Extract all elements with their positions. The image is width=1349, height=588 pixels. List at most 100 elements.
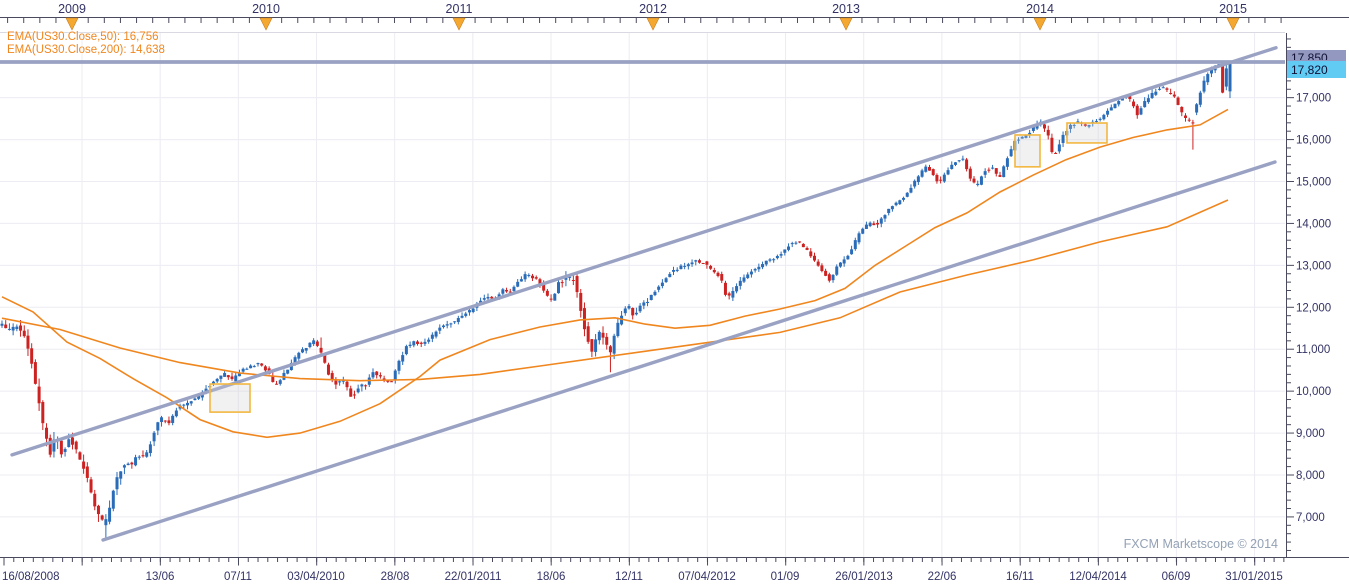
candle-up xyxy=(1113,103,1117,109)
candle-down xyxy=(816,259,820,267)
date-label: 18/06 xyxy=(537,571,566,583)
candle-up xyxy=(434,330,438,339)
year-marker-triangle xyxy=(1226,17,1240,31)
year-label: 2015 xyxy=(1219,2,1247,16)
candle-up xyxy=(134,454,138,467)
candle-up xyxy=(148,441,152,457)
candle-up xyxy=(52,431,56,458)
candle-up xyxy=(460,312,464,319)
candle-up xyxy=(156,421,160,436)
candle-up xyxy=(401,351,405,365)
candle-up xyxy=(835,264,839,277)
candle-up xyxy=(453,321,457,325)
date-label: 07/11 xyxy=(224,571,252,583)
candle-up xyxy=(757,263,761,272)
year-marker-triangle xyxy=(65,17,79,31)
candle-up xyxy=(664,277,668,283)
candle-down xyxy=(812,252,816,262)
candle-down xyxy=(141,450,145,458)
candle-down xyxy=(716,271,720,278)
candle-up xyxy=(1005,156,1009,170)
year-marker-triangle xyxy=(839,17,853,31)
candle-up xyxy=(1102,113,1106,121)
candle-up xyxy=(249,364,253,369)
year-label: 2009 xyxy=(58,2,86,16)
candle-down xyxy=(575,271,579,298)
candle-up xyxy=(657,285,661,293)
candle-up xyxy=(122,464,126,475)
candle-up xyxy=(946,167,950,176)
candle-up xyxy=(1228,62,1232,99)
ema200-legend[interactable]: EMA(US30.Close,200): 14,638 xyxy=(7,44,165,56)
candle-up xyxy=(1154,88,1158,97)
candle-up xyxy=(898,199,902,205)
ema50-legend[interactable]: EMA(US30.Close,50): 16,756 xyxy=(7,31,159,43)
candle-down xyxy=(96,504,100,522)
candle-up xyxy=(182,403,186,409)
candle-up xyxy=(764,260,768,267)
candle-up xyxy=(160,415,164,427)
candle-up xyxy=(831,274,835,283)
candle-up xyxy=(438,324,442,335)
candle-down xyxy=(93,489,97,511)
candle-up xyxy=(794,241,798,245)
candle-down xyxy=(998,171,1002,177)
candle-up xyxy=(890,205,894,212)
price-label: 10,000 xyxy=(1296,386,1331,398)
candle-up xyxy=(857,231,861,245)
candle-down xyxy=(85,462,89,483)
price-label: 7,000 xyxy=(1296,512,1325,524)
candle-up xyxy=(297,351,301,362)
candle-up xyxy=(694,259,698,266)
channel-upper-line[interactable] xyxy=(10,46,1278,457)
candle-down xyxy=(33,359,37,385)
candle-up xyxy=(189,400,193,406)
candle-up xyxy=(360,383,364,392)
highlight-box[interactable] xyxy=(1066,122,1108,144)
candle-up xyxy=(594,334,598,357)
top-time-axis[interactable]: 2009 2010 2011 2012 2013 2014 2015 xyxy=(0,2,1349,31)
candle-up xyxy=(779,251,783,259)
candle-down xyxy=(965,157,969,172)
candle-up xyxy=(731,287,735,302)
price-axis[interactable]: 17,000 16,000 15,000 14,000 13,000 12,000 11,0… xyxy=(1286,33,1332,558)
candle-up xyxy=(408,341,412,348)
highlight-box[interactable] xyxy=(1014,134,1041,168)
candle-up xyxy=(1195,103,1199,116)
candle-up xyxy=(174,407,178,418)
date-label: 13/06 xyxy=(146,571,175,583)
candle-up xyxy=(790,241,794,248)
candle-up xyxy=(620,311,624,326)
channel-lower-line[interactable] xyxy=(101,160,1277,542)
candle-up xyxy=(1117,99,1121,107)
candle-up xyxy=(104,514,108,540)
candle-up xyxy=(397,359,401,375)
candle-up xyxy=(887,208,891,216)
date-label: 03/04/2010 xyxy=(287,571,345,583)
candle-up xyxy=(883,214,887,222)
year-marker-triangle xyxy=(1033,17,1047,31)
date-label: 16/08/2008 xyxy=(2,571,60,583)
candle-down xyxy=(705,260,709,269)
candle-down xyxy=(226,374,230,380)
candle-up xyxy=(11,323,15,336)
candle-up xyxy=(115,471,119,496)
candle-up xyxy=(861,227,865,235)
bottom-time-axis[interactable]: 16/08/2008 13/06 07/11 03/04/2010 28/08 22/01… xyxy=(0,557,1349,584)
candle-down xyxy=(130,461,134,469)
ema200-line[interactable] xyxy=(1,199,1229,382)
candle-down xyxy=(37,378,41,411)
candle-down xyxy=(798,241,802,244)
price-label: 16,000 xyxy=(1296,135,1331,147)
highlight-box[interactable] xyxy=(209,383,251,413)
candle-up xyxy=(1017,137,1021,144)
candle-up xyxy=(456,315,460,325)
candle-up xyxy=(152,431,156,447)
candle-up xyxy=(356,384,360,394)
candle-up xyxy=(557,278,560,294)
candle-down xyxy=(364,384,368,390)
ema50-line[interactable] xyxy=(1,108,1229,439)
price-label: 14,000 xyxy=(1296,218,1331,230)
candle-up xyxy=(1202,76,1206,94)
